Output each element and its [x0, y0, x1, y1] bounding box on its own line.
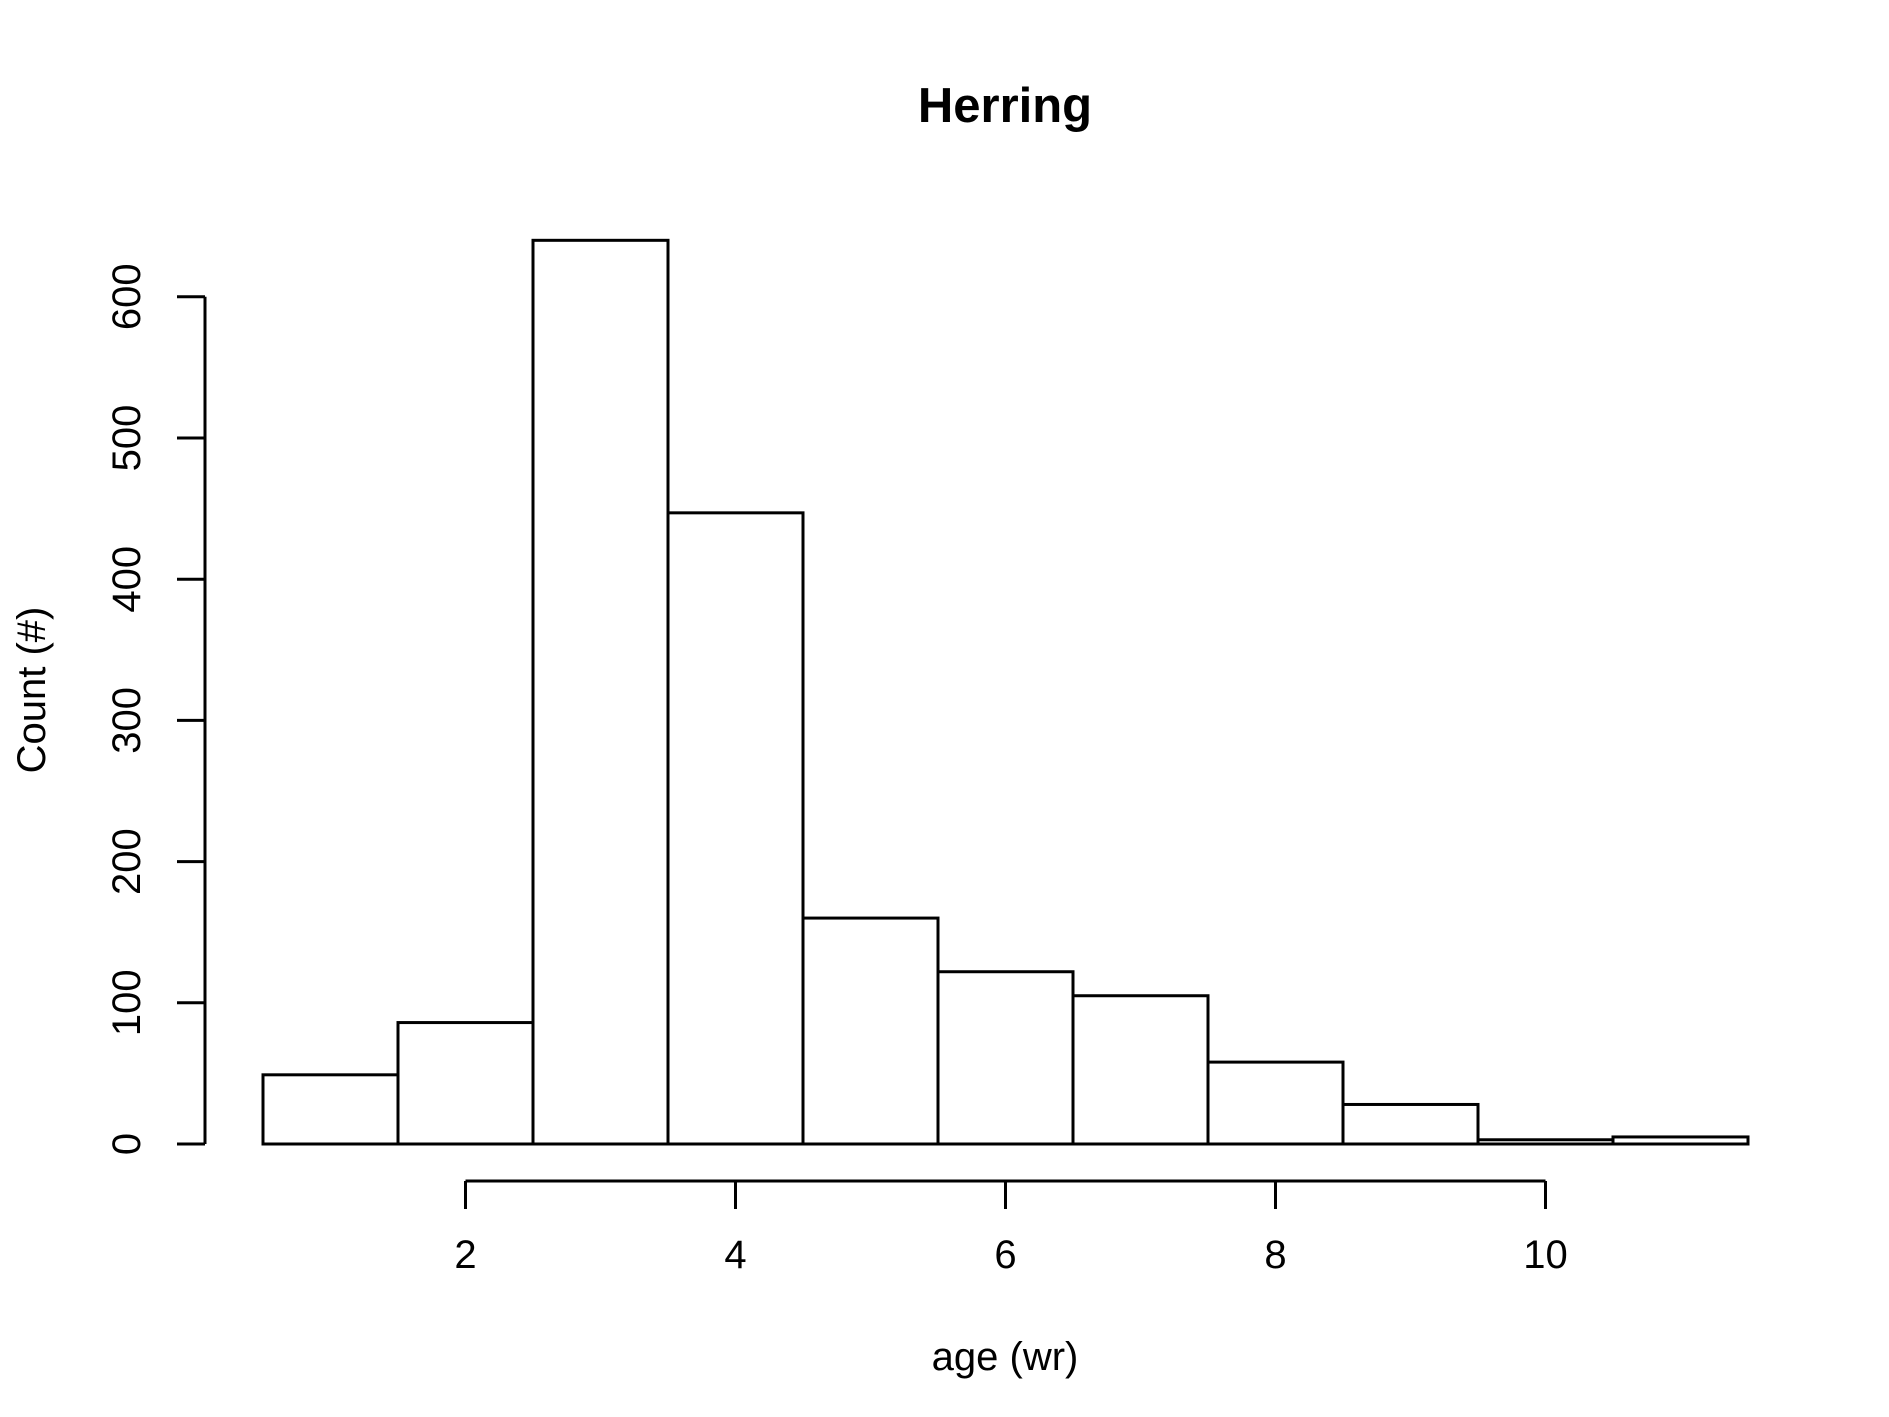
histogram-bar	[666, 511, 805, 1146]
y-tick-label: 100	[105, 969, 149, 1036]
y-tick-label: 500	[105, 405, 149, 472]
x-tick-label: 4	[724, 1233, 746, 1277]
y-tick-label: 400	[105, 546, 149, 613]
histogram-bar	[1341, 1102, 1480, 1146]
histogram-bar	[1611, 1135, 1750, 1146]
y-tick-label: 600	[105, 263, 149, 330]
x-axis-title: age (wr)	[932, 1335, 1079, 1379]
histogram-bar	[1476, 1138, 1615, 1146]
histogram-bar	[261, 1073, 400, 1146]
histogram-bar	[1206, 1060, 1345, 1146]
x-tick-label: 8	[1264, 1233, 1286, 1277]
x-axis: 2 4 6 8 10	[454, 1179, 1568, 1277]
histogram-bar	[396, 1021, 535, 1146]
chart-title: Herring	[918, 79, 1092, 133]
histogram-bar	[1071, 994, 1210, 1146]
x-tick-label: 6	[994, 1233, 1016, 1277]
x-tick-label: 10	[1523, 1233, 1568, 1277]
bars-group	[261, 238, 1750, 1146]
y-axis-title: Count (#)	[10, 607, 54, 774]
y-axis: 0 100 200 300 400 500 600	[105, 263, 207, 1155]
y-tick-label: 200	[105, 828, 149, 895]
y-tick-label: 0	[105, 1133, 149, 1155]
y-tick-label: 300	[105, 687, 149, 754]
histogram-bar	[531, 238, 670, 1146]
histogram-bar	[801, 916, 940, 1146]
histogram-bar	[936, 970, 1075, 1146]
x-tick-label: 2	[454, 1233, 476, 1277]
